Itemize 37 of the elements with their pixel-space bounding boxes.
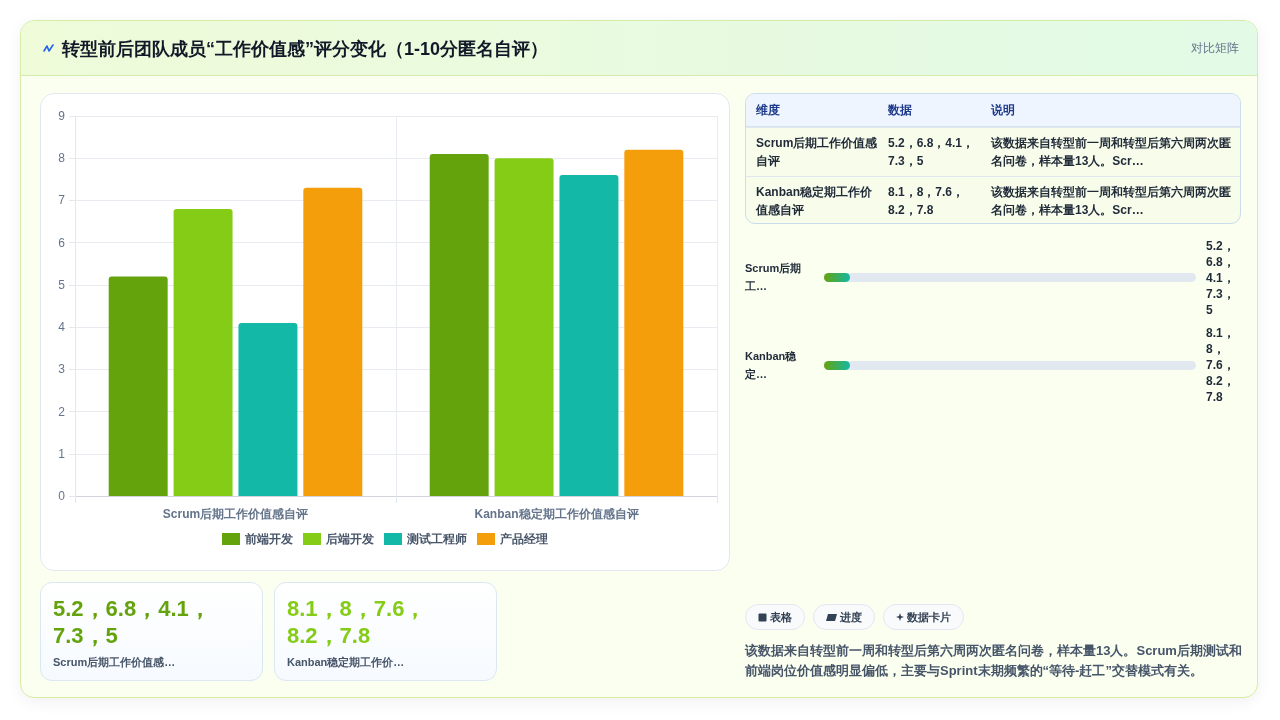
text: Scrum后期工作价值感…	[53, 655, 176, 670]
text: 进度	[840, 609, 862, 625]
text: 对比矩阵	[1191, 40, 1239, 57]
y-tick-label: 2	[58, 404, 66, 419]
text: Kanban稳定期工作价值感自评	[754, 184, 873, 219]
y-tick-label: 7	[58, 193, 66, 208]
text: 8.1，8，7.6，8.2，7.8	[1206, 325, 1236, 405]
legend-label: 前端开发	[244, 532, 293, 546]
y-tick-label: 0	[58, 489, 66, 503]
y-tick-label: 9	[58, 109, 66, 123]
text: Scrum后期工…	[745, 261, 803, 294]
text: 5.2，6.8，4.1，7.3，5	[1206, 238, 1236, 318]
y-tick-label: 5	[58, 277, 66, 292]
legend-label: 测试工程师	[406, 532, 467, 546]
text: Kanban稳定期工作价…	[287, 655, 405, 670]
y-tick-label: 3	[58, 362, 66, 377]
text: 表格	[770, 609, 792, 625]
text: 5.2，6.8，4.1，7.3，5	[53, 595, 212, 649]
legend-label: 后端开发	[325, 532, 374, 546]
text: 该数据来自转型前一周和转型后第六周两次匿名问卷，样本量13人。Scr…	[990, 184, 1232, 219]
text: 维度	[755, 101, 781, 119]
y-tick-label: 8	[58, 151, 66, 166]
text: 8.1，8，7.6，8.2，7.8	[887, 184, 966, 219]
y-tick-label: 6	[58, 235, 66, 250]
text: 5.2，6.8，4.1，7.3，5	[887, 135, 976, 170]
text: 说明	[990, 101, 1016, 119]
y-tick-label: 4	[58, 320, 66, 335]
text: Scrum后期工作价值感自评	[755, 135, 878, 170]
text: 该数据来自转型前一周和转型后第六周两次匿名问卷，样本量13人。Scrum后期测试和前端岗位价值感明显偏低，主要与Sprint末期频繁的“等待-赶工”交替模式有关。	[745, 642, 1243, 680]
chart-title: 转型前后团队成员“工作价值感”评分变化（1-10分匿名自评）	[62, 38, 549, 61]
text: Kanban稳定…	[745, 349, 798, 382]
text: 8.1，8，7.6，8.2，7.8	[287, 595, 428, 649]
y-tick-label: 1	[58, 446, 66, 461]
legend-label: 产品经理	[499, 532, 548, 546]
text: 数据卡片	[907, 609, 951, 625]
text: 该数据来自转型前一周和转型后第六周两次匿名问卷，样本量13人。Scr…	[990, 135, 1232, 170]
text: 数据	[887, 101, 913, 119]
